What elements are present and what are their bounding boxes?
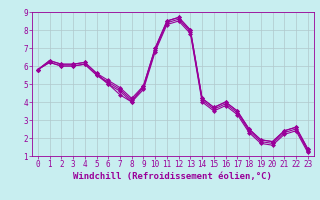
X-axis label: Windchill (Refroidissement éolien,°C): Windchill (Refroidissement éolien,°C)	[73, 172, 272, 181]
